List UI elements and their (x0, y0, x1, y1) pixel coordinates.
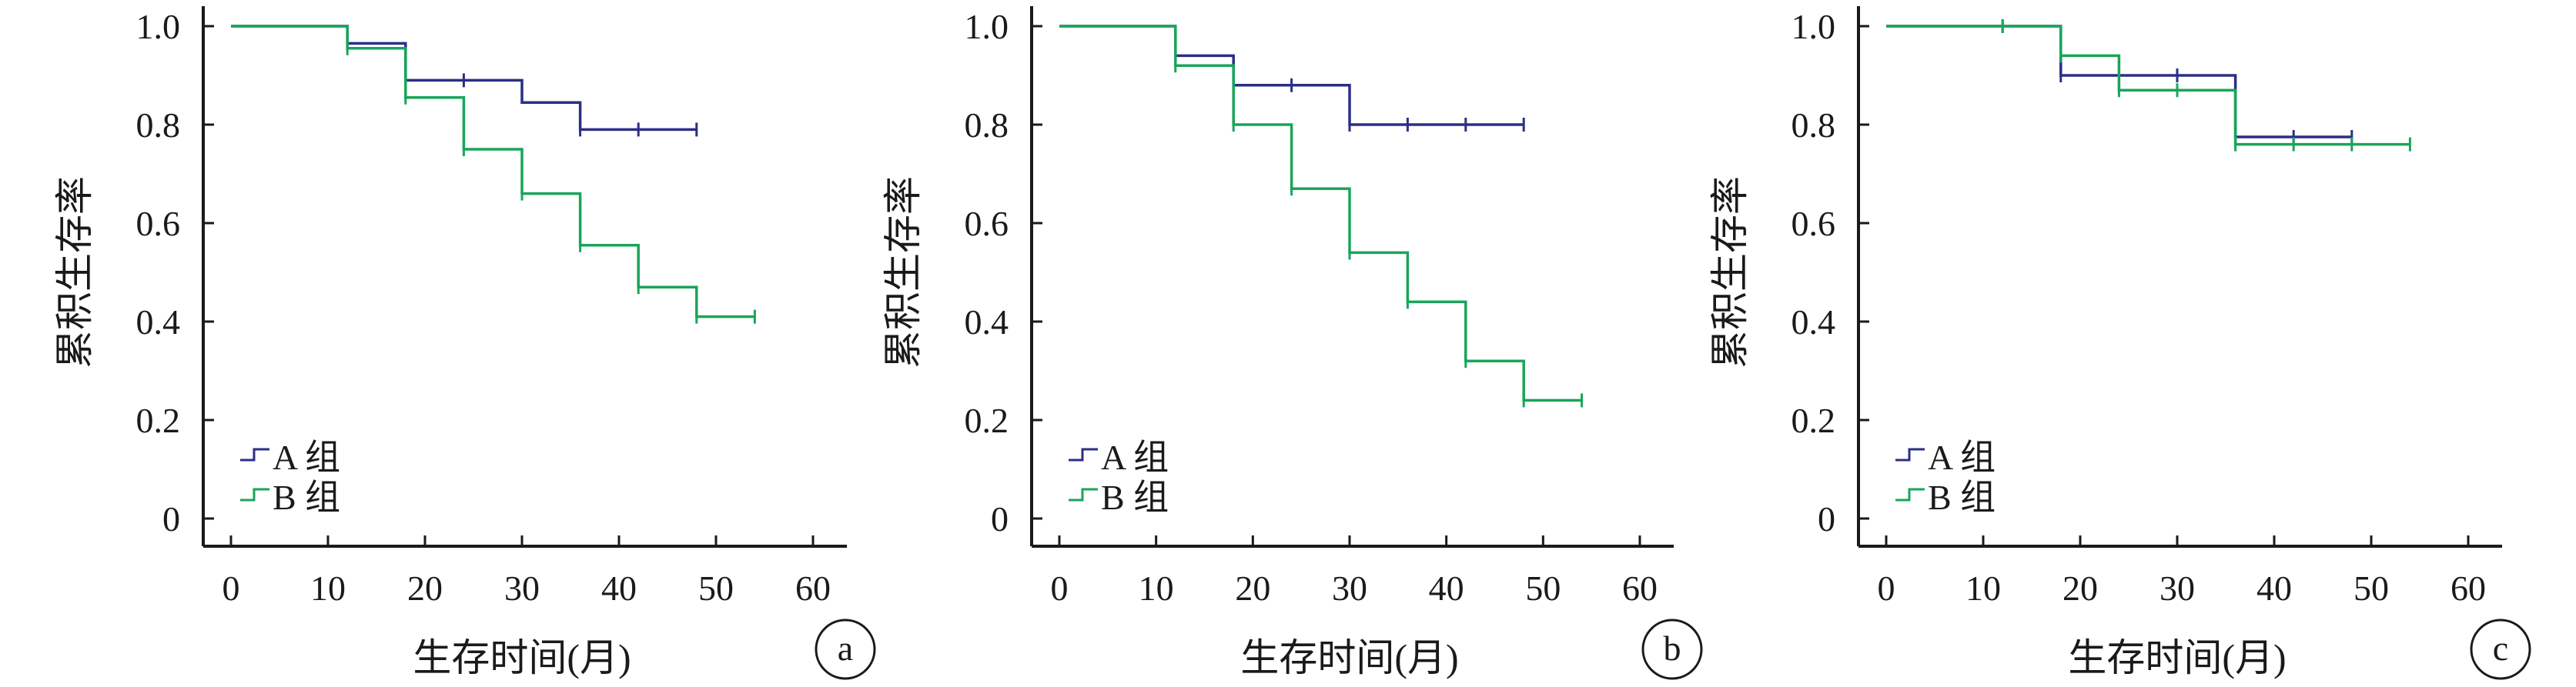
x-tick-label: 40 (1429, 569, 1464, 608)
x-tick-label: 50 (698, 569, 734, 608)
x-tick-label: 50 (1525, 569, 1561, 608)
x-tick-label: 30 (2159, 569, 2195, 608)
x-tick-label: 20 (2062, 569, 2098, 608)
x-tick-label: 0 (222, 569, 240, 608)
y-axis-title: 累积生存率 (882, 176, 925, 369)
legend-label-A: A 组 (273, 438, 340, 477)
series-line-B (1886, 25, 2410, 146)
x-tick-label: 60 (2451, 569, 2486, 608)
y-tick-label: 0.2 (1791, 401, 1836, 440)
y-tick-label: 0.2 (136, 401, 181, 440)
x-tick-label: 50 (2354, 569, 2389, 608)
y-tick-label: 1.0 (136, 7, 181, 46)
panel-label-circle (815, 619, 876, 680)
x-tick-label: 10 (1965, 569, 2001, 608)
y-axis-title: 累积生存率 (53, 176, 96, 369)
legend-label-B: B 组 (1101, 478, 1169, 517)
y-axis-title: 累积生存率 (1708, 176, 1751, 369)
y-tick-label: 0 (1818, 499, 1835, 539)
x-tick-label: 10 (310, 569, 346, 608)
x-axis-title: 生存时间(月) (1240, 636, 1458, 679)
y-tick-label: 1.0 (1791, 7, 1836, 46)
x-tick-label: 10 (1139, 569, 1174, 608)
legend-swatch-B (240, 488, 269, 502)
series-line-B (231, 25, 755, 318)
y-tick-label: 1.0 (965, 7, 1009, 46)
x-tick-label: 60 (795, 569, 831, 608)
chart-panel-c: 0 0.2 0.4 0.6 0.8 1.0 0 10 20 30 40 50 60 生存时间(月) 累积生存… (1708, 6, 2531, 680)
y-tick-label: 0 (991, 499, 1009, 539)
panel-label-circle (2470, 619, 2531, 680)
y-tick-label: 0.8 (965, 105, 1009, 145)
y-tick-label: 0.4 (965, 302, 1009, 342)
legend-label-B: B 组 (1928, 478, 1996, 517)
legend-swatch-A (1069, 448, 1098, 462)
legend-swatch-A (1895, 448, 1925, 462)
x-tick-label: 30 (504, 569, 540, 608)
y-tick-label: 0.4 (1791, 302, 1836, 342)
legend-swatch-B (1069, 488, 1098, 502)
panel-label-circle (1641, 619, 1703, 680)
x-tick-label: 30 (1332, 569, 1367, 608)
y-tick-label: 0.2 (965, 401, 1009, 440)
x-tick-label: 20 (407, 569, 443, 608)
legend-label-B: B 组 (273, 478, 340, 517)
x-tick-label: 0 (1878, 569, 1895, 608)
series-line-B (1059, 25, 1582, 402)
y-tick-label: 0.6 (1791, 204, 1836, 243)
x-tick-label: 20 (1235, 569, 1270, 608)
panel-label: c (2493, 629, 2508, 668)
x-tick-label: 40 (601, 569, 637, 608)
x-tick-label: 60 (1622, 569, 1658, 608)
legend-label-A: A 组 (1928, 438, 1996, 477)
series-line-A (1059, 25, 1524, 126)
chart-panel-b: 0 0.2 0.4 0.6 0.8 1.0 0 10 20 30 40 50 60 生存时间(月) 累积生存… (882, 6, 1703, 680)
y-tick-label: 0.6 (136, 204, 181, 243)
legend-swatch-B (1895, 488, 1925, 502)
x-axis-title: 生存时间(月) (2068, 636, 2286, 679)
x-tick-label: 40 (2257, 569, 2292, 608)
x-axis-title: 生存时间(月) (413, 636, 631, 679)
panel-label: b (1664, 629, 1681, 668)
panel-label: a (838, 629, 853, 668)
chart-panel-a: 0 0.2 0.4 0.6 0.8 1.0 0 10 20 30 40 50 60 生存时间(月) 累积生存… (53, 6, 876, 680)
x-tick-label: 0 (1051, 569, 1069, 608)
y-tick-label: 0 (162, 499, 180, 539)
legend-swatch-A (240, 448, 269, 462)
y-tick-label: 0.8 (136, 105, 181, 145)
legend-label-A: A 组 (1101, 438, 1169, 477)
y-tick-label: 0.4 (136, 302, 181, 342)
y-tick-label: 0.8 (1791, 105, 1836, 145)
y-tick-label: 0.6 (965, 204, 1009, 243)
